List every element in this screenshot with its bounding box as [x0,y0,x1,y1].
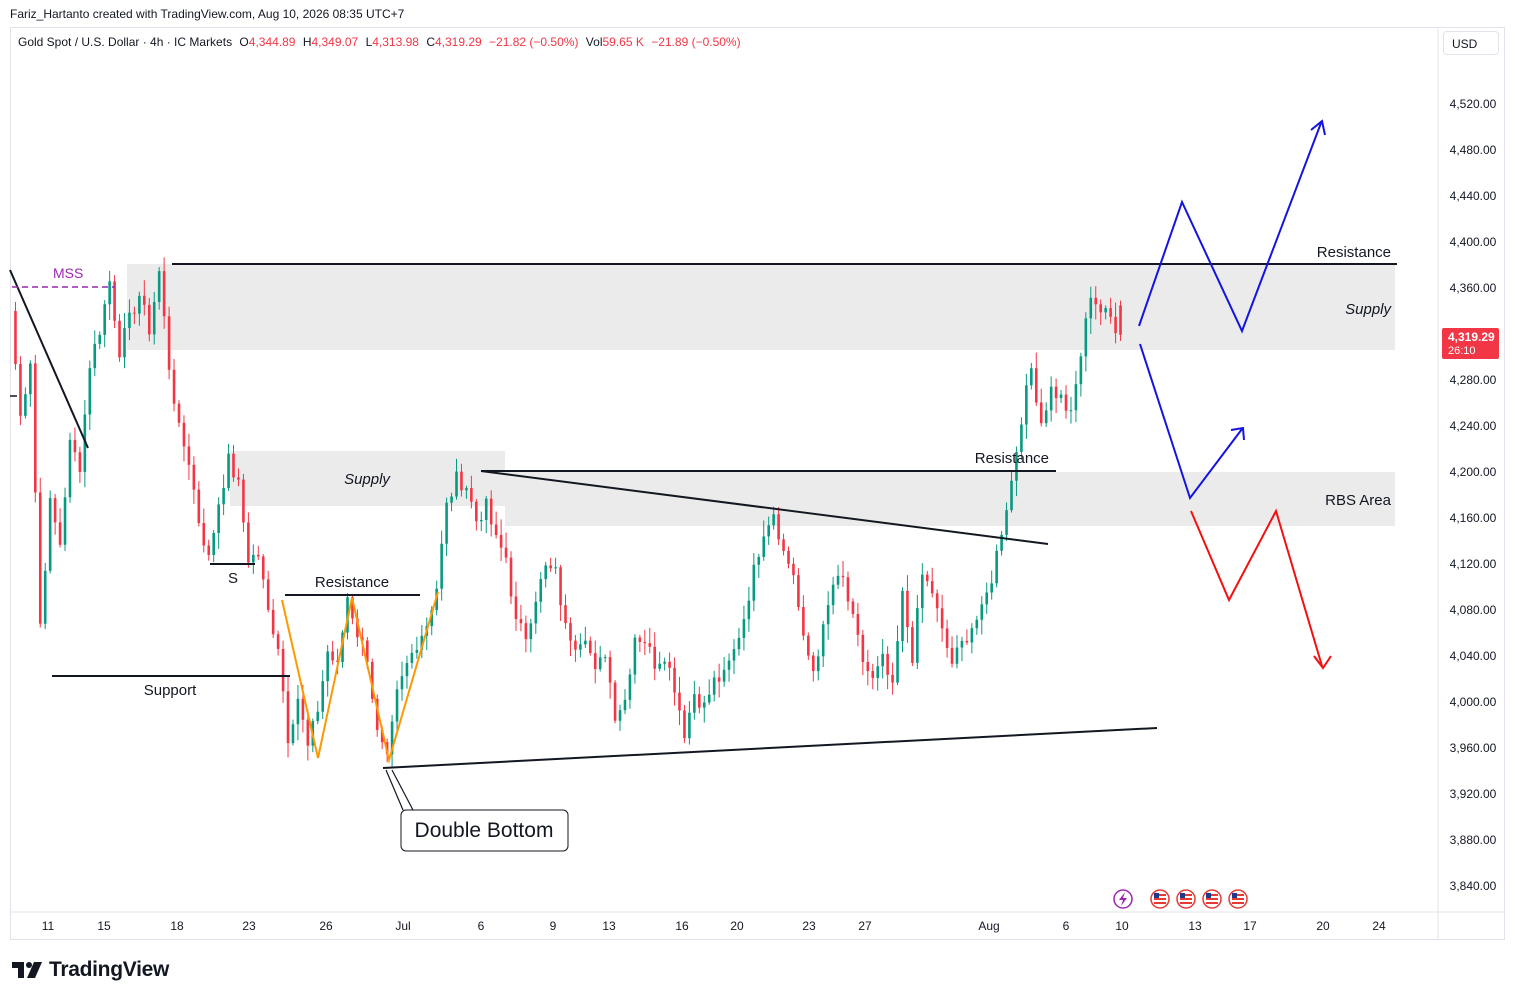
tradingview-logo[interactable]: TradingView [12,958,169,982]
legend-close-label: C [426,35,435,49]
legend-vol-change: −21.89 (−0.50%) [651,35,741,49]
header-credit: Fariz_Hartanto created with TradingView.… [10,7,405,21]
legend-open-label: O [239,35,249,49]
legend-high-value: 4,349.07 [311,35,359,49]
legend-vol-label: Vol [585,35,603,49]
legend-close-value: 4,319.29 [434,35,482,49]
legend-change: −21.82 (−0.50%) [489,35,579,49]
legend-high-label: H [302,35,312,49]
legend-low-value: 4,313.98 [372,35,419,49]
legend-vol-value: 59.65 K [602,35,644,49]
legend-low-label: L [365,35,373,49]
legend-symbol[interactable]: Gold Spot / U.S. Dollar · 4h · IC Market… [18,35,233,49]
tradingview-logo-text: TradingView [49,958,170,981]
chart-frame[interactable] [10,27,1505,940]
ohlc-legend: Gold Spot / U.S. Dollar · 4h · IC Market… [18,35,745,49]
tradingview-logo-icon [12,962,42,978]
currency-selector[interactable]: USD [1443,31,1499,55]
legend-open-value: 4,344.89 [248,35,296,49]
